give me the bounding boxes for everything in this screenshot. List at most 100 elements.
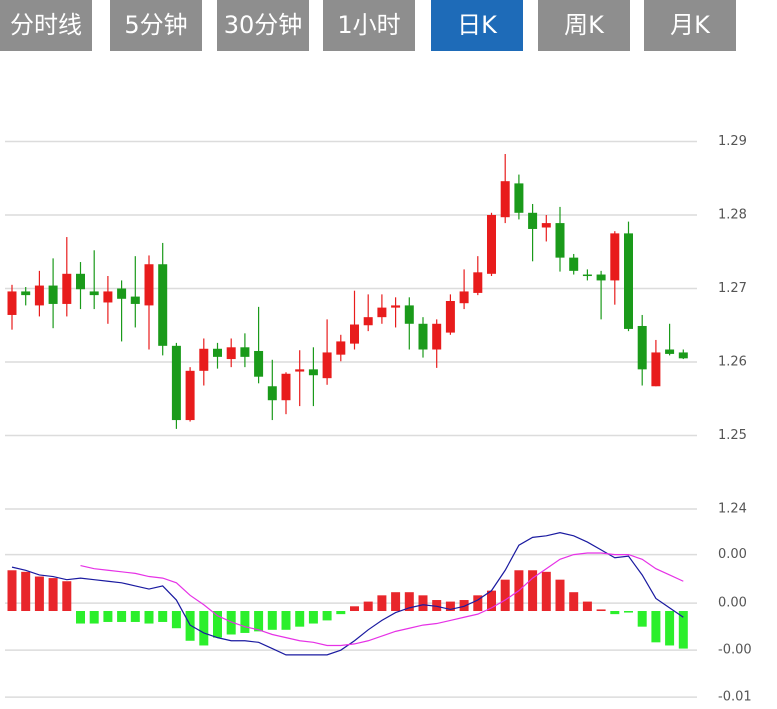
- macd-bar: [213, 611, 222, 638]
- candle-body: [678, 352, 688, 359]
- candle-body: [267, 386, 277, 401]
- macd-line: [11, 532, 684, 656]
- y-tick-label: -0.00: [718, 643, 752, 658]
- macd-bar: [21, 571, 31, 611]
- y-tick-label: 1.29: [718, 134, 747, 149]
- y-tick-label: 0.00: [718, 547, 747, 562]
- macd-bar: [76, 611, 85, 624]
- candle-body: [487, 215, 496, 274]
- candle-body: [322, 352, 332, 379]
- macd-bar: [295, 611, 305, 627]
- candle-body: [432, 323, 442, 350]
- macd-bar: [103, 611, 113, 622]
- macd-bar: [541, 571, 551, 611]
- candle-body: [377, 307, 387, 318]
- candle-body: [363, 317, 373, 326]
- candle-body: [541, 223, 551, 228]
- candle-body: [610, 233, 620, 281]
- candle-body: [213, 348, 222, 357]
- period-tab[interactable]: 分时线: [0, 0, 92, 51]
- candle-body: [404, 305, 414, 324]
- macd-bar: [158, 611, 168, 622]
- period-tab[interactable]: 日K: [431, 0, 523, 51]
- period-tab[interactable]: 周K: [538, 0, 630, 51]
- candle-body: [500, 181, 510, 218]
- candle-body: [445, 300, 455, 333]
- y-tick-label: 1.25: [718, 428, 747, 443]
- tab-bar: 分时线 5分钟 30分钟 1小时 日K 周K 月K: [0, 0, 777, 52]
- macd-line: [80, 552, 684, 647]
- macd-bar: [130, 611, 140, 622]
- macd-bar: [555, 579, 565, 611]
- candle-body: [89, 291, 99, 296]
- macd-bar: [678, 611, 688, 649]
- candle-body: [21, 291, 31, 296]
- macd-bar: [418, 595, 428, 611]
- candle-body: [226, 347, 236, 360]
- macd-bar: [350, 606, 359, 611]
- macd-bar: [34, 576, 44, 611]
- y-tick-label: 1.26: [718, 355, 747, 370]
- macd-bar: [377, 595, 387, 611]
- candle-body: [295, 369, 305, 372]
- candle-body: [171, 345, 181, 421]
- candle-body: [473, 272, 483, 293]
- candle-body: [336, 341, 346, 355]
- y-tick-label: 1.28: [718, 208, 747, 223]
- candle-body: [240, 347, 250, 357]
- macd-bar: [89, 611, 99, 624]
- macd-bar: [322, 611, 332, 621]
- macd-bar: [473, 595, 483, 611]
- macd-bar: [624, 611, 633, 613]
- candle-body: [665, 349, 675, 354]
- macd-bar: [240, 611, 250, 633]
- macd-bar: [267, 611, 277, 630]
- period-tab[interactable]: 1小时: [323, 0, 415, 51]
- macd-bar: [48, 578, 58, 611]
- candle-body: [103, 291, 113, 303]
- candle-body: [62, 273, 72, 304]
- candle-body: [48, 285, 58, 304]
- macd-bar: [117, 611, 127, 622]
- macd-bar: [199, 611, 209, 646]
- candle-body: [624, 233, 633, 329]
- macd-bar: [281, 611, 291, 630]
- macd-bar: [363, 601, 373, 611]
- candle-body: [34, 285, 44, 306]
- candle-body: [569, 257, 579, 271]
- y-tick-label: 1.24: [718, 502, 747, 517]
- y-tick-label: 0.00: [718, 596, 747, 611]
- candle-body: [7, 291, 17, 315]
- macd-bar: [500, 579, 510, 611]
- macd-bar: [569, 592, 579, 611]
- candle-body: [158, 264, 168, 346]
- macd-bar: [185, 611, 195, 641]
- candle-body: [637, 325, 647, 370]
- macd-bar: [62, 581, 72, 611]
- macd-bar: [391, 592, 401, 611]
- period-tab[interactable]: 5分钟: [110, 0, 202, 51]
- macd-bar: [308, 611, 318, 624]
- candle-body: [117, 288, 127, 299]
- macd-bar: [254, 611, 264, 632]
- macd-bar: [582, 601, 592, 611]
- macd-bar: [171, 611, 181, 629]
- candle-body: [555, 223, 565, 258]
- macd-bar: [404, 592, 414, 611]
- macd-bar: [226, 611, 236, 635]
- macd-bar: [528, 570, 538, 611]
- candle-body: [185, 370, 195, 421]
- macd-bar: [432, 600, 442, 611]
- macd-bar: [7, 570, 17, 611]
- period-tab[interactable]: 月K: [644, 0, 736, 51]
- candle-body: [144, 264, 154, 306]
- macd-bar: [487, 590, 496, 611]
- macd-bar: [596, 609, 606, 611]
- macd-bar: [445, 601, 455, 611]
- candle-body: [199, 348, 209, 371]
- candle-body: [130, 296, 140, 304]
- period-tab[interactable]: 30分钟: [217, 0, 309, 51]
- macd-bar: [637, 611, 647, 627]
